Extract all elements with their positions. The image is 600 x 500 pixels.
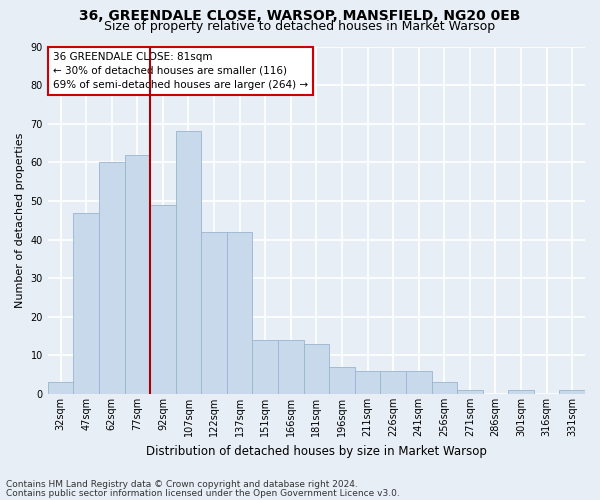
Bar — [227, 232, 253, 394]
Bar — [150, 205, 176, 394]
Bar — [253, 340, 278, 394]
Text: Contains public sector information licensed under the Open Government Licence v3: Contains public sector information licen… — [6, 488, 400, 498]
Bar — [380, 371, 406, 394]
X-axis label: Distribution of detached houses by size in Market Warsop: Distribution of detached houses by size … — [146, 444, 487, 458]
Bar — [176, 132, 201, 394]
Bar — [304, 344, 329, 394]
Y-axis label: Number of detached properties: Number of detached properties — [15, 132, 25, 308]
Bar — [73, 212, 99, 394]
Bar — [457, 390, 482, 394]
Bar — [99, 162, 125, 394]
Text: Size of property relative to detached houses in Market Warsop: Size of property relative to detached ho… — [104, 20, 496, 33]
Bar — [278, 340, 304, 394]
Bar — [559, 390, 585, 394]
Bar — [508, 390, 534, 394]
Text: Contains HM Land Registry data © Crown copyright and database right 2024.: Contains HM Land Registry data © Crown c… — [6, 480, 358, 489]
Bar — [406, 371, 431, 394]
Bar — [329, 367, 355, 394]
Bar — [125, 154, 150, 394]
Bar — [431, 382, 457, 394]
Bar — [355, 371, 380, 394]
Bar — [201, 232, 227, 394]
Bar — [48, 382, 73, 394]
Text: 36, GREENDALE CLOSE, WARSOP, MANSFIELD, NG20 0EB: 36, GREENDALE CLOSE, WARSOP, MANSFIELD, … — [79, 9, 521, 23]
Text: 36 GREENDALE CLOSE: 81sqm
← 30% of detached houses are smaller (116)
69% of semi: 36 GREENDALE CLOSE: 81sqm ← 30% of detac… — [53, 52, 308, 90]
